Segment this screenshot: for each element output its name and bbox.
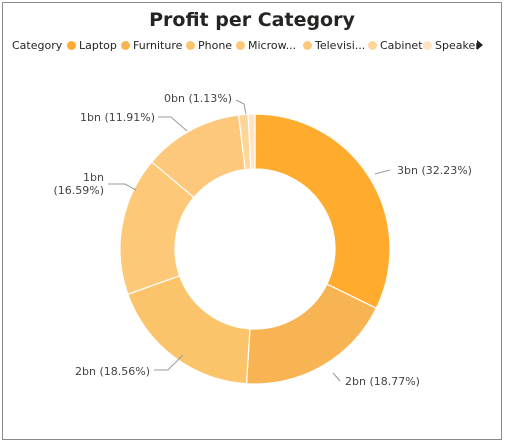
legend-label: Cabinet: [380, 39, 423, 52]
legend-swatch: [121, 41, 130, 50]
legend-label: Phone: [198, 39, 233, 52]
leader-line: [332, 372, 341, 382]
legend-swatch: [186, 41, 195, 50]
leader-line: [154, 354, 184, 371]
legend-label: Televisi...: [315, 39, 366, 52]
legend-title: Category: [12, 39, 63, 52]
donut-slice-speaker[interactable]: [247, 113, 256, 170]
legend-item-cabinet[interactable]: Cabinet: [368, 39, 423, 52]
data-label: 3bn (32.23%): [397, 164, 472, 177]
legend-swatch: [236, 41, 245, 50]
data-label: 2bn (18.77%): [345, 375, 420, 388]
data-label: 0bn (1.13%): [164, 92, 232, 105]
data-label: 2bn (18.56%): [75, 365, 150, 378]
legend-item-phone[interactable]: Phone: [186, 39, 232, 52]
legend-swatch: [368, 41, 377, 50]
chevron-right-icon[interactable]: [477, 40, 483, 50]
legend-label: Microw...: [248, 39, 297, 52]
legend-item-microwave[interactable]: Microw...: [236, 39, 296, 52]
legend-item-television[interactable]: Televisi...: [303, 39, 365, 52]
leader-line: [158, 116, 188, 132]
leader-line: [374, 169, 391, 175]
leader-line: [235, 99, 247, 115]
donut-slice-laptop[interactable]: [254, 113, 391, 310]
donut-slice-furniture[interactable]: [245, 283, 378, 385]
legend-item-laptop[interactable]: Laptop: [67, 39, 117, 52]
data-label: 1bn (11.91%): [80, 111, 155, 124]
legend-swatch: [67, 41, 76, 50]
legend-label: Laptop: [79, 39, 117, 52]
legend-label: Furniture: [133, 39, 183, 52]
legend-label: Speaker: [435, 39, 480, 52]
legend-swatch: [423, 41, 432, 50]
legend-item-furniture[interactable]: Furniture: [121, 39, 182, 52]
leader-line: [108, 183, 137, 191]
legend-swatch: [303, 41, 312, 50]
legend-item-speaker[interactable]: Speaker: [423, 39, 480, 52]
chart-title: Profit per Category: [149, 9, 355, 31]
data-label: 1bn (16.59%): [53, 171, 104, 197]
